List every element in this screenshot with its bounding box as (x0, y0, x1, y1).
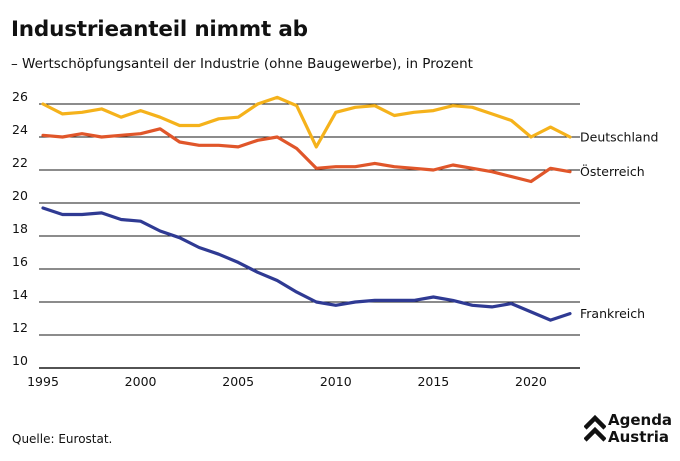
x-tick-label: 2000 (125, 374, 157, 389)
y-tick-label: 26 (12, 89, 28, 104)
logo-text: Agenda Austria (608, 412, 672, 446)
series-label-deutschland: Deutschland (580, 130, 658, 145)
y-tick-label: 20 (12, 188, 28, 203)
series-line-österreich (41, 127, 572, 184)
x-tick-label: 1995 (27, 374, 59, 389)
y-tick-label: 14 (12, 287, 28, 302)
x-tick-label: 2015 (417, 374, 449, 389)
agenda-austria-logo: Agenda Austria (584, 410, 674, 454)
chart-title: Industrieanteil nimmt ab (11, 17, 308, 42)
chart-subtitle: – Wertschöpfungsanteil der Industrie (oh… (11, 56, 473, 72)
y-tick-label: 18 (12, 221, 28, 236)
y-tick-label: 12 (12, 320, 28, 335)
x-tick-label: 2010 (320, 374, 352, 389)
logo-line-1: Agenda (608, 411, 673, 429)
x-tick-label: 2005 (222, 374, 254, 389)
series-line-frankreich (41, 206, 572, 322)
logo-chevron-icon (584, 414, 606, 442)
series-label-österreich: Österreich (580, 163, 645, 179)
y-tick-label: 10 (12, 353, 28, 368)
x-tick-label: 2020 (515, 374, 547, 389)
source-note: Quelle: Eurostat. (12, 432, 113, 446)
series-label-frankreich: Frankreich (580, 306, 645, 321)
series-line-deutschland (41, 95, 572, 149)
y-tick-label: 16 (12, 254, 28, 269)
logo-line-2: Austria (608, 428, 670, 446)
y-tick-label: 24 (12, 122, 28, 137)
line-chart: 10 12 14 16 18 20 22 24 26 1995 2000 2005 2010 2015 20… (12, 89, 658, 389)
y-tick-label: 22 (12, 155, 28, 170)
